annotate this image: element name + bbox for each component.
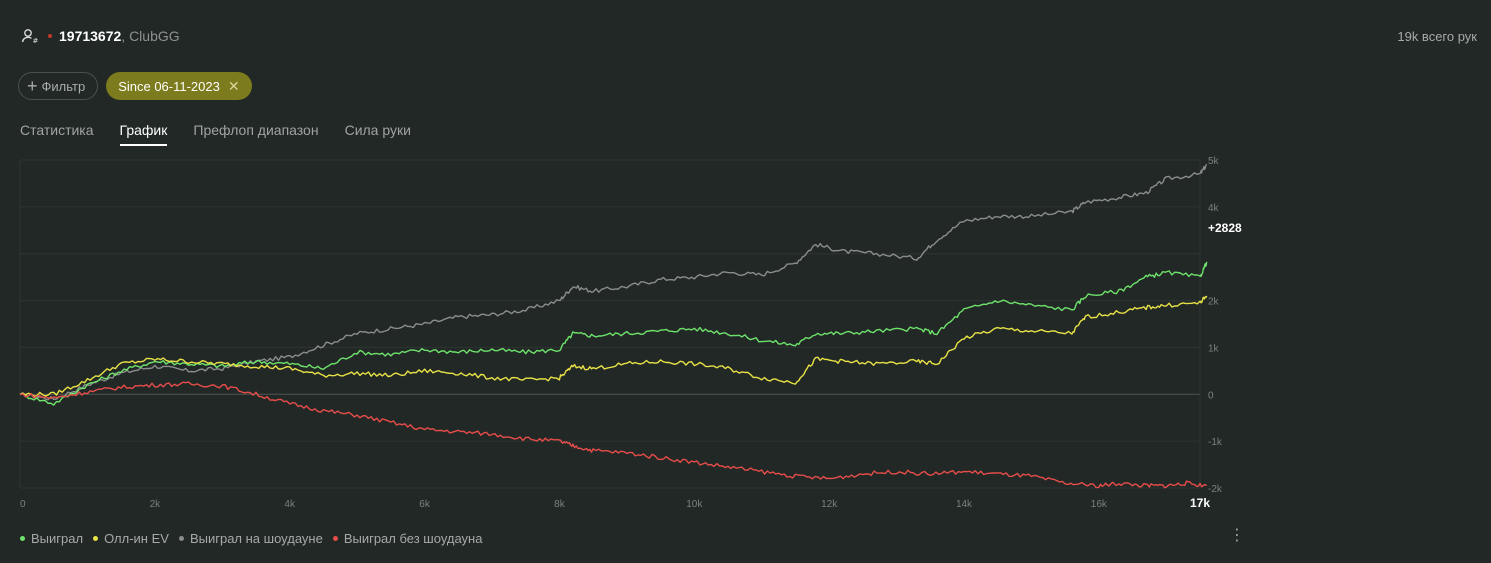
add-filter-button[interactable]: + Фильтр bbox=[18, 72, 99, 100]
legend-item-non-showdown[interactable]: Выиграл без шоудауна bbox=[332, 531, 483, 546]
remove-filter-icon[interactable]: ✕ bbox=[227, 77, 240, 94]
chart-legend: Выиграл Олл-ин EV Выиграл на шоудауне Вы… bbox=[20, 531, 482, 546]
tab-preflop-range[interactable]: Префлоп диапазон bbox=[193, 122, 319, 138]
y-tick-label: -2k bbox=[1208, 484, 1223, 495]
player-id: 19713672 bbox=[59, 28, 122, 44]
x-tick-label: 6k bbox=[419, 499, 431, 510]
legend-item-showdown[interactable]: Выиграл на шоудауне bbox=[178, 531, 323, 546]
x-tick-label: 14k bbox=[956, 499, 973, 510]
add-filter-label: Фильтр bbox=[41, 78, 86, 94]
player-header: # 19713672 , ClubGG bbox=[20, 26, 180, 46]
more-vertical-icon[interactable]: ⋮ bbox=[1229, 527, 1245, 544]
legend-dot-non-showdown bbox=[332, 536, 338, 541]
tab-hand-strength[interactable]: Сила руки bbox=[344, 122, 411, 138]
series-line-allin-ev bbox=[19, 295, 1208, 397]
legend-label-showdown: Выиграл на шоудауне bbox=[189, 531, 323, 546]
current-value-label: +2828 bbox=[1208, 221, 1242, 235]
svg-text:#: # bbox=[33, 37, 39, 45]
x-tick-label: 8k bbox=[554, 499, 566, 510]
room-name: , ClubGG bbox=[121, 28, 180, 44]
y-tick-label: 4k bbox=[1208, 203, 1220, 214]
filter-row: + Фильтр Since 06-11-2023 ✕ bbox=[18, 72, 252, 100]
date-filter-chip[interactable]: Since 06-11-2023 ✕ bbox=[106, 72, 252, 100]
y-tick-label: 2k bbox=[1208, 297, 1220, 308]
tab-graph[interactable]: График bbox=[119, 122, 168, 146]
y-tick-label: 5k bbox=[1208, 156, 1220, 167]
plus-icon: + bbox=[27, 76, 38, 96]
tab-statistics[interactable]: Статистика bbox=[20, 122, 94, 138]
legend-dot-showdown bbox=[178, 536, 184, 541]
status-dot bbox=[48, 34, 52, 38]
x-tick-label: 12k bbox=[821, 499, 838, 510]
legend-label-won: Выиграл bbox=[31, 531, 84, 546]
legend-label-non-showdown: Выиграл без шоудауна bbox=[343, 531, 483, 546]
x-tick-label: 0 bbox=[20, 499, 26, 510]
profit-chart: 5k 4k 2k 1k 0 -1k -2k 0 2k 4k 6k 8k 10k 12k 14k 16k 17k +… bbox=[19, 156, 1242, 510]
series-line-non-showdown bbox=[19, 381, 1208, 489]
x-tick-label: 2k bbox=[150, 499, 162, 510]
user-hash-icon[interactable]: # bbox=[20, 26, 40, 46]
tabs: Статистика График Префлоп диапазон Сила … bbox=[20, 122, 411, 146]
total-hands: 19k всего рук bbox=[1397, 29, 1477, 44]
date-filter-label: Since 06-11-2023 bbox=[118, 78, 220, 94]
legend-item-allin-ev[interactable]: Олл-ин EV bbox=[93, 531, 169, 546]
y-tick-label: 0 bbox=[1208, 390, 1214, 401]
legend-dot-allin-ev bbox=[93, 536, 99, 541]
legend-item-won[interactable]: Выиграл bbox=[20, 531, 83, 546]
x-end-label: 17k bbox=[1190, 496, 1210, 510]
x-tick-label: 4k bbox=[284, 499, 296, 510]
legend-dot-won bbox=[20, 536, 25, 541]
x-tick-label: 16k bbox=[1091, 499, 1108, 510]
series-line-showdown bbox=[19, 163, 1207, 401]
x-tick-label: 10k bbox=[686, 499, 703, 510]
series-line-won bbox=[19, 261, 1208, 406]
legend-label-allin-ev: Олл-ин EV bbox=[104, 531, 169, 546]
y-tick-label: 1k bbox=[1208, 343, 1220, 354]
y-tick-label: -1k bbox=[1208, 437, 1223, 448]
